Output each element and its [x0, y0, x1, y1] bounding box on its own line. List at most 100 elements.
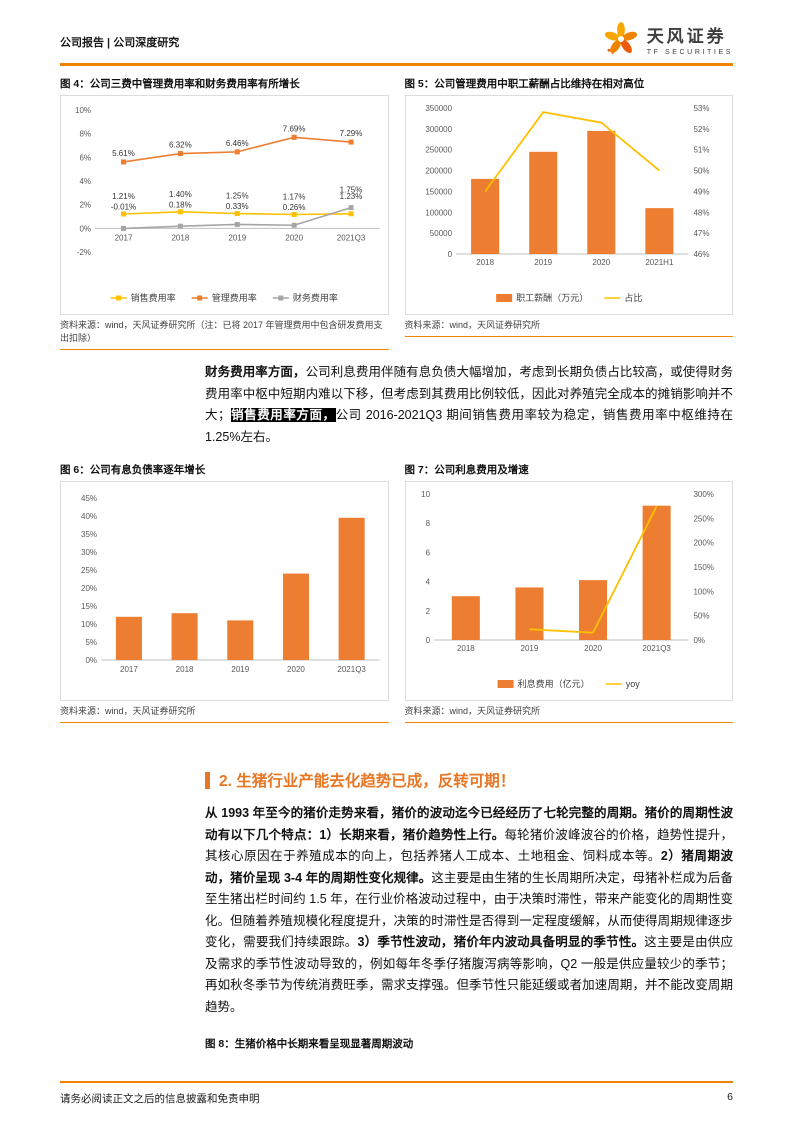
svg-text:51%: 51%: [693, 146, 709, 155]
figure-6-source: 资料来源：wind，天风证券研究所: [60, 701, 389, 724]
svg-text:49%: 49%: [693, 187, 709, 196]
figure-5-title: 图 5：公司管理费用中职工薪酬占比维持在相对高位: [404, 78, 645, 90]
svg-text:20%: 20%: [81, 584, 97, 593]
svg-text:2%: 2%: [79, 201, 91, 210]
brand-subtitle: TF SECURITIES: [646, 49, 733, 56]
svg-text:2020: 2020: [592, 258, 610, 267]
svg-text:250%: 250%: [693, 514, 713, 523]
svg-text:25%: 25%: [81, 566, 97, 575]
text-run: 3）季节性波动，猪价年内波动具备明显的季节性。: [357, 935, 645, 950]
fig5-combo-chart: 0 50000 100000 150000 200000 250000 300000 3500…: [425, 104, 709, 303]
page-header: 公司报告 | 公司深度研究 天风证券 TF SECURITIES: [60, 20, 733, 66]
svg-text:1.40%: 1.40%: [169, 190, 192, 199]
figure-6-chart: 0% 5% 10% 15% 20% 25% 30% 35% 40% 45% 2017 2018 2019…: [60, 481, 389, 702]
svg-text:2021Q3: 2021Q3: [642, 644, 671, 653]
svg-text:6.32%: 6.32%: [169, 141, 192, 150]
text-run: 公司 2016-2021Q3 期间销售费用率较为稳定，销售费用率中枢维持在 1.…: [205, 408, 733, 444]
svg-text:6%: 6%: [79, 153, 91, 162]
text-run: 这主要是由生猪的生长周期所决定，母猪补栏成为后备至生猪出栏时间约 1.5 年，在…: [205, 870, 733, 950]
brand-name: 天风证券: [646, 27, 727, 46]
svg-text:2021H1: 2021H1: [645, 258, 674, 267]
svg-text:1.21%: 1.21%: [112, 192, 135, 201]
svg-text:0.33%: 0.33%: [226, 202, 249, 211]
svg-text:150000: 150000: [425, 187, 452, 196]
figure-4-chart: -2% 0% 2% 4% 6% 8% 10% 2017 2018 2019 2020 2021Q3 5.…: [60, 95, 389, 315]
disclaimer-text: 请务必阅读正文之后的信息披露和免责申明: [60, 1093, 260, 1105]
svg-text:10: 10: [421, 490, 430, 499]
svg-text:10%: 10%: [81, 620, 97, 629]
svg-text:50000: 50000: [429, 229, 452, 238]
figure-8-title: 图 8：生猪价格中长期来看呈现显著周期波动: [205, 1038, 414, 1051]
svg-text:6: 6: [425, 548, 430, 557]
text-run: 从 1993 年至今的猪价走势来看，猪价的波动迄今已经经历了七轮完整的周期。猪价…: [205, 806, 733, 842]
svg-text:10%: 10%: [75, 106, 91, 115]
svg-text:100%: 100%: [693, 587, 713, 596]
svg-text:财务费用率: 财务费用率: [293, 292, 338, 303]
svg-text:0%: 0%: [85, 656, 97, 665]
svg-text:2019: 2019: [520, 644, 538, 653]
section-2-heading: 2. 生猪行业产能去化趋势已成，反转可期！: [205, 769, 733, 791]
svg-text:-2%: -2%: [77, 248, 91, 257]
svg-text:35%: 35%: [81, 530, 97, 539]
section-2-heading-text: 2. 生猪行业产能去化趋势已成，反转可期！: [219, 773, 516, 791]
svg-text:yoy: yoy: [625, 679, 640, 689]
text-run: 销售费用率方面，: [230, 408, 336, 423]
svg-text:2019: 2019: [228, 233, 246, 242]
text-run: 公司利息费用伴随有息负债大幅增加，考虑到长期负债占比较高，或使得财务费用率中枢中…: [205, 365, 733, 423]
charts-row-1: 图 4：公司三费中管理费用率和财务费用率有所增长 -2% 0% 2% 4% 6% 8% 10…: [60, 76, 733, 351]
svg-text:销售费用率: 销售费用率: [131, 292, 176, 303]
report-category: 公司报告 | 公司深度研究: [60, 37, 180, 49]
pig-cycle-paragraph: 从 1993 年至今的猪价走势来看，猪价的波动迄今已经经历了七轮完整的周期。猪价…: [205, 803, 733, 1018]
text-run: 2）猪周期波动，猪价呈现 3-4 年的周期性变化规律。: [205, 849, 733, 885]
svg-text:300000: 300000: [425, 125, 452, 134]
finance-expense-paragraph: 财务费用率方面，公司利息费用伴随有息负债大幅增加，考虑到长期负债占比较高，或使得…: [205, 362, 733, 448]
svg-text:2019: 2019: [231, 665, 249, 674]
brand-logo: 天风证券 TF SECURITIES: [602, 20, 733, 58]
svg-text:1.17%: 1.17%: [283, 192, 306, 201]
svg-text:2021Q3: 2021Q3: [337, 665, 366, 674]
svg-text:200000: 200000: [425, 167, 452, 176]
svg-text:2021Q3: 2021Q3: [337, 233, 366, 242]
charts-row-2: 图 6：公司有息负债率逐年增长 0% 5% 10% 15% 20% 25% 30% 35% 40…: [60, 462, 733, 724]
svg-text:0%: 0%: [693, 636, 705, 645]
svg-text:8: 8: [425, 519, 430, 528]
fig4-line-chart: -2% 0% 2% 4% 6% 8% 10% 2017 2018 2019 2020 2021Q3 5.…: [75, 106, 380, 303]
figure-4: 图 4：公司三费中管理费用率和财务费用率有所增长 -2% 0% 2% 4% 6% 8% 10…: [60, 76, 389, 351]
figure-5-source: 资料来源：wind，天风证券研究所: [404, 315, 733, 338]
tf-securities-logo-icon: [604, 22, 637, 55]
svg-text:7.69%: 7.69%: [283, 124, 306, 133]
svg-text:4%: 4%: [79, 177, 91, 186]
svg-text:2017: 2017: [115, 233, 133, 242]
page-content: 图 4：公司三费中管理费用率和财务费用率有所增长 -2% 0% 2% 4% 6% 8% 10…: [60, 76, 733, 1051]
svg-text:利息费用（亿元）: 利息费用（亿元）: [517, 678, 589, 689]
svg-text:50%: 50%: [693, 167, 709, 176]
svg-text:0.18%: 0.18%: [169, 200, 192, 209]
svg-text:250000: 250000: [425, 146, 452, 155]
svg-text:0.26%: 0.26%: [283, 203, 306, 212]
svg-text:2020: 2020: [584, 644, 602, 653]
svg-text:40%: 40%: [81, 512, 97, 521]
svg-text:2018: 2018: [171, 233, 189, 242]
svg-text:15%: 15%: [81, 602, 97, 611]
svg-text:职工薪酬（万元）: 职工薪酬（万元）: [516, 292, 588, 303]
svg-text:350000: 350000: [425, 104, 452, 113]
svg-text:2020: 2020: [285, 233, 303, 242]
svg-text:-0.01%: -0.01%: [111, 203, 136, 212]
brand-text: 天风证券 TF SECURITIES: [647, 22, 733, 56]
svg-text:7.29%: 7.29%: [340, 129, 363, 138]
figure-7-source: 资料来源：wind，天风证券研究所: [404, 701, 733, 724]
svg-text:1.25%: 1.25%: [226, 192, 249, 201]
svg-text:0: 0: [425, 636, 430, 645]
figure-5: 图 5：公司管理费用中职工薪酬占比维持在相对高位 0 50000 100000 150…: [404, 76, 733, 350]
svg-text:2020: 2020: [287, 665, 305, 674]
svg-text:2019: 2019: [534, 258, 552, 267]
fig6-bar-chart: 0% 5% 10% 15% 20% 25% 30% 35% 40% 45% 2017 2018 2019…: [81, 494, 380, 674]
figure-4-source: 资料来源：wind，天风证券研究所（注：已将 2017 年管理费用中包含研发费用…: [60, 315, 389, 351]
svg-text:300%: 300%: [693, 490, 713, 499]
svg-text:2018: 2018: [476, 258, 494, 267]
svg-text:53%: 53%: [693, 104, 709, 113]
svg-text:5%: 5%: [85, 638, 97, 647]
svg-text:1.23%: 1.23%: [340, 192, 363, 201]
heading-accent-bar: [205, 771, 210, 789]
